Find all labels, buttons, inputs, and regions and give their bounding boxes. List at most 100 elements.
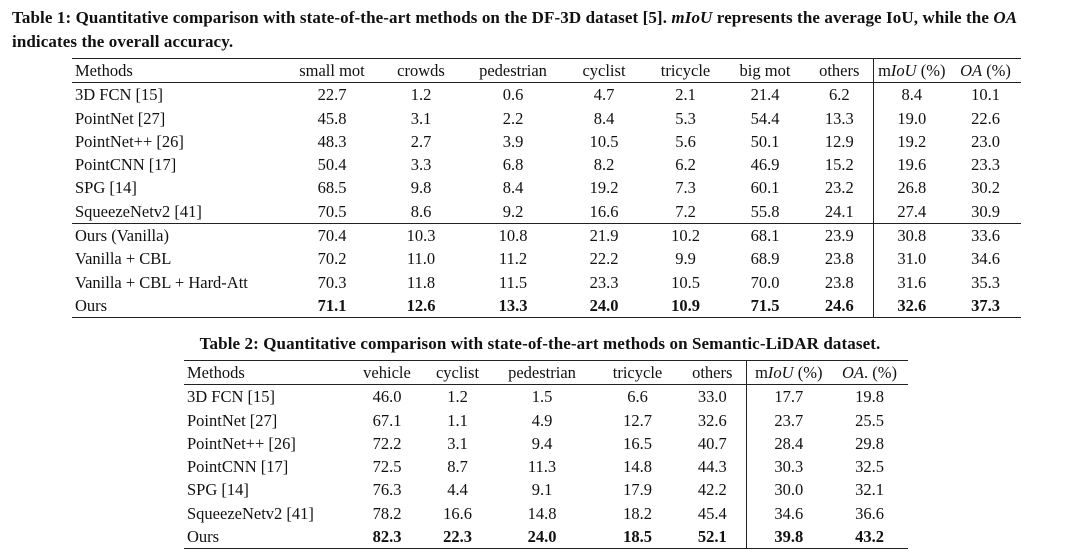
value-cell: 23.0 (971, 131, 1000, 151)
value-cell: 25.5 (855, 410, 884, 430)
value-cell: 43.2 (831, 525, 908, 550)
value-cell: 22.3 (427, 525, 488, 550)
value-cell: 32.6 (872, 293, 950, 319)
value-cell: 12.7 (623, 410, 652, 430)
method-name-cell: PointCNN [17] (187, 457, 289, 477)
value-cell: 29.8 (855, 433, 884, 453)
value-cell: 16.6 (443, 503, 472, 523)
table-row: 3D FCN [15] 46.0 1.2 1.5 6.6 33.0 17.7 19.8 (184, 384, 908, 409)
value-cell: 68.5 (317, 178, 347, 198)
value-cell: 1.2 (410, 85, 432, 105)
value-cell: 31.0 (872, 247, 950, 271)
value-cell: 30.3 (745, 455, 831, 479)
value-cell: 18.5 (596, 525, 679, 550)
value-cell: 39.8 (745, 525, 831, 550)
method-name-cell: PointNet++ [26] (187, 433, 296, 453)
value-cell: 82.3 (347, 525, 427, 550)
value-cell: 34.6 (971, 249, 1000, 269)
value-cell: 3.1 (447, 433, 468, 453)
value-cell: 23.3 (589, 272, 619, 292)
value-cell: 72.5 (372, 457, 402, 477)
method-name-cell: Vanilla + CBL + Hard-Att (75, 272, 248, 292)
value-cell: 22.2 (589, 249, 619, 269)
col-header-oa: OA (%) (950, 57, 1021, 84)
col-header: pedestrian (465, 57, 561, 84)
value-cell: 23.9 (806, 223, 873, 248)
table-row: Ours (Vanilla) 70.4 10.3 10.8 21.9 10.2 68.1 23… (72, 223, 1021, 248)
value-cell: 70.0 (750, 272, 780, 292)
value-cell: 2.7 (410, 131, 432, 151)
value-cell: 23.7 (745, 408, 831, 432)
value-cell: 4.7 (593, 85, 615, 105)
value-cell: 32.5 (855, 457, 884, 477)
value-cell: 19.2 (589, 178, 619, 198)
value-cell: 46.0 (372, 387, 402, 407)
value-cell: 50.1 (750, 131, 780, 151)
table2-header-row: Methods vehicle cyclist pedestrian tricy… (184, 359, 908, 386)
value-cell: 71.5 (724, 293, 806, 319)
value-cell: 14.8 (527, 503, 557, 523)
method-name-cell: Ours (184, 525, 347, 550)
value-cell: 24.0 (488, 525, 596, 550)
method-name-cell: PointCNN [17] (75, 155, 177, 175)
value-cell: 19.8 (855, 387, 884, 407)
method-name-cell: Vanilla + CBL (75, 249, 172, 269)
value-cell: 72.2 (372, 433, 402, 453)
value-cell: 45.8 (317, 108, 347, 128)
value-cell: 2.2 (502, 108, 524, 128)
value-cell: 2.1 (675, 85, 696, 105)
value-cell: 16.6 (589, 201, 619, 221)
value-cell: 23.3 (971, 155, 1000, 175)
value-cell: 24.1 (824, 201, 854, 221)
value-cell: 33.0 (697, 387, 727, 407)
value-cell: 28.4 (745, 431, 831, 456)
method-name-cell: SPG [14] (75, 178, 137, 198)
value-cell: 70.3 (317, 272, 347, 292)
table-row: PointNet++ [26] 48.3 2.7 3.9 10.5 5.6 50.1 12.9… (72, 129, 1021, 154)
value-cell: 19.6 (872, 153, 950, 177)
method-name-cell: PointNet [27] (187, 410, 278, 430)
value-cell: 54.4 (750, 108, 780, 128)
method-name-cell: Ours (Vanilla) (72, 223, 287, 248)
value-cell: 19.0 (872, 106, 950, 130)
value-cell: 9.9 (675, 249, 696, 269)
table1-caption: Table 1: Quantitative comparison with st… (12, 8, 1018, 51)
table-row: Vanilla + CBL 70.2 11.0 11.2 22.2 9.9 68.9 23.8… (72, 247, 1021, 271)
value-cell: 1.5 (531, 387, 553, 407)
method-name-cell: SqueezeNetv2 [41] (187, 503, 314, 523)
method-name-cell: SPG [14] (187, 480, 249, 500)
value-cell: 10.2 (647, 223, 724, 248)
value-cell: 50.4 (317, 155, 347, 175)
value-cell: 52.1 (679, 525, 746, 550)
value-cell: 31.6 (872, 270, 950, 294)
value-cell: 23.2 (824, 178, 854, 198)
value-cell: 6.2 (675, 155, 696, 175)
value-cell: 37.3 (950, 293, 1021, 319)
col-header-miou: mIoU (%) (872, 57, 950, 84)
value-cell: 32.6 (697, 410, 727, 430)
col-header: tricycle (596, 359, 679, 386)
col-header: vehicle (347, 359, 427, 386)
table-row: PointNet++ [26] 72.2 3.1 9.4 16.5 40.7 28.4 29.… (184, 431, 908, 456)
value-cell: 30.2 (971, 178, 1000, 198)
table-row: 3D FCN [15] 22.7 1.2 0.6 4.7 2.1 21.4 6.2 8.4 10.… (72, 82, 1021, 107)
table-row: SqueezeNetv2 [41] 70.5 8.6 9.2 16.6 7.2 55.8 24… (72, 199, 1021, 224)
table-row: PointNet [27] 45.8 3.1 2.2 8.4 5.3 54.4 13.3 19.… (72, 106, 1021, 130)
value-cell: 8.4 (593, 108, 615, 128)
method-name-cell: PointNet [27] (75, 108, 166, 128)
value-cell: 12.9 (824, 131, 854, 151)
col-header: pedestrian (488, 359, 596, 386)
value-cell: 30.8 (872, 223, 950, 248)
value-cell: 17.9 (623, 480, 652, 500)
value-cell: 4.9 (531, 410, 553, 430)
value-cell: 9.2 (502, 201, 524, 221)
value-cell: 1.2 (447, 387, 468, 407)
col-header: others (679, 359, 746, 386)
value-cell: 10.1 (971, 85, 1000, 105)
table-row: PointCNN [17] 50.4 3.3 6.8 8.2 6.2 46.9 15.2 19.… (72, 153, 1021, 177)
col-header: big mot (724, 57, 806, 84)
table-row: SPG [14] 76.3 4.4 9.1 17.9 42.2 30.0 32.1 (184, 478, 908, 502)
col-header: others (806, 57, 873, 84)
value-cell: 10.5 (671, 272, 700, 292)
value-cell: 11.3 (527, 457, 557, 477)
